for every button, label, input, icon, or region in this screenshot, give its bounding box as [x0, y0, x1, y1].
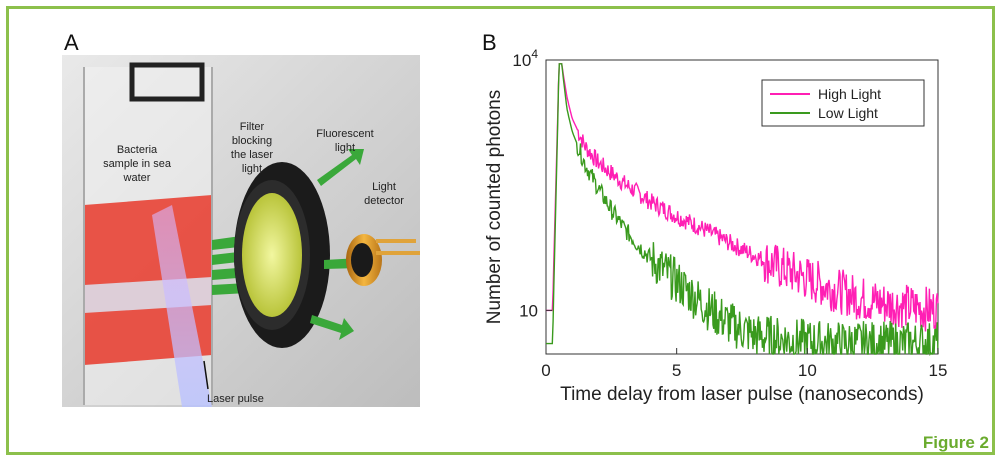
label-filter-3: the laser	[231, 149, 274, 161]
panel-b-label: B	[482, 30, 497, 55]
laser-pointer-line	[203, 360, 209, 390]
fluorescence-decay-chart: 0 5 10 15 104 10 Time delay from laser pulse …	[484, 47, 947, 405]
label-fluorescent-1: Fluorescent	[316, 128, 373, 140]
y-axis-label: Number of counted photons	[484, 90, 505, 325]
x-tick-label: 15	[929, 361, 948, 380]
laser-beam	[152, 205, 212, 407]
label-detector-2: detector	[364, 195, 404, 207]
x-tick-label: 10	[798, 361, 817, 380]
x-tick-label: 0	[541, 361, 550, 380]
legend-label: Low Light	[818, 105, 878, 121]
label-sample-1: Bacteria	[117, 144, 158, 156]
x-axis-label: Time delay from laser pulse (nanoseconds…	[560, 384, 924, 405]
label-detector-1: Light	[372, 181, 396, 193]
panel-a-label: A	[64, 30, 79, 55]
series-line-low-light	[546, 63, 939, 357]
filter-wheel	[234, 162, 330, 348]
label-filter-4: light	[242, 163, 262, 175]
chart-legend: High Light Low Light	[761, 79, 925, 127]
label-fluorescent-2: light	[335, 142, 355, 154]
figure-frame	[6, 6, 995, 455]
y-tick-label: 10	[519, 301, 538, 320]
series-line-high-light	[546, 63, 939, 333]
filter-lens	[242, 193, 302, 317]
label-filter-1: Filter	[240, 121, 265, 133]
cuvette	[83, 62, 213, 405]
figure-caption: Figure 2	[922, 433, 989, 452]
experiment-illustration: Bacteria sample in sea water Filter bloc…	[62, 55, 420, 407]
light-detector	[346, 234, 420, 286]
series-layer	[546, 63, 939, 357]
label-filter-2: blocking	[232, 135, 272, 147]
y-tick-label: 104	[512, 47, 538, 70]
label-sample-3: water	[123, 172, 151, 184]
x-tick-label: 5	[672, 361, 681, 380]
legend-label: High Light	[818, 86, 881, 102]
legend-box	[761, 79, 925, 127]
tick-layer: 0 5 10 15 104 10	[512, 47, 947, 380]
label-sample-2: sample in sea	[103, 158, 172, 170]
label-laser-pulse: Laser pulse	[207, 393, 264, 405]
